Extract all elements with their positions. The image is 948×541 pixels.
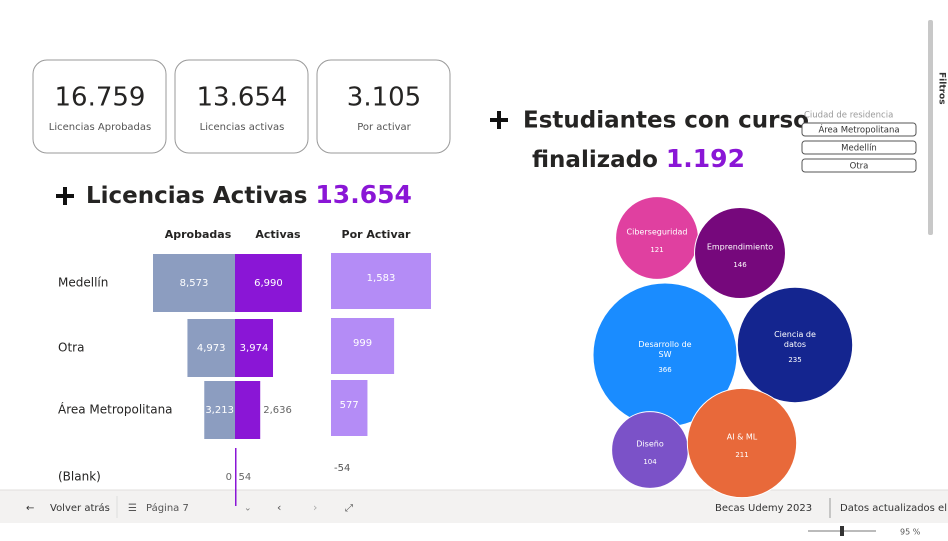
dropdown-icon[interactable]: ⌄ xyxy=(244,504,252,514)
bubble-label: AI & ML xyxy=(727,433,758,442)
report-name: Becas Udemy 2023 xyxy=(715,503,812,514)
bubble-value: 366 xyxy=(658,366,672,374)
students-line: finalizado 1.192 xyxy=(532,144,745,173)
bubble-value: 211 xyxy=(735,451,748,459)
bar xyxy=(235,381,261,439)
category-label: Otra xyxy=(58,341,84,355)
data-label: 54 xyxy=(239,472,252,483)
data-label: 8,573 xyxy=(180,278,209,289)
bubble-value: 146 xyxy=(733,261,747,269)
bubble-label-line: Desarrollo de xyxy=(638,340,691,349)
bar xyxy=(331,380,368,436)
filters-pane-label[interactable]: Filtros xyxy=(937,72,947,105)
plus-icon xyxy=(490,111,508,129)
bubble xyxy=(615,196,699,280)
data-label: 2,636 xyxy=(263,405,292,416)
slicer-option[interactable] xyxy=(801,140,917,155)
bubble-label: Diseño xyxy=(636,440,664,449)
slicer-option-label: Área Metropolitana xyxy=(818,124,899,136)
bubble-value: 121 xyxy=(650,246,663,254)
category-label: Medellín xyxy=(58,276,108,290)
legend-label: Por Activar xyxy=(342,228,412,241)
licencias-title: Licencias Activas xyxy=(86,183,307,209)
bar xyxy=(153,254,235,312)
students-title: finalizado xyxy=(532,147,658,173)
bar xyxy=(235,319,274,377)
data-label: 1,583 xyxy=(367,273,396,284)
students-title: Estudiantes con curso xyxy=(523,108,809,134)
bubble-label: Ciberseguridad xyxy=(627,228,688,237)
plus-icon xyxy=(56,187,74,205)
data-label: 4,973 xyxy=(197,343,226,354)
legend-label: Activas xyxy=(255,228,301,241)
slicer-option[interactable] xyxy=(801,158,917,173)
bubble xyxy=(686,387,798,499)
scrollbar[interactable] xyxy=(928,20,933,235)
bar xyxy=(331,318,395,374)
kpi-value: 3.105 xyxy=(347,83,421,113)
back-arrow[interactable]: ← xyxy=(26,503,34,514)
bubble-label: Emprendimiento xyxy=(707,243,773,252)
bar xyxy=(235,254,302,312)
bubble-label: Ciencia de datos xyxy=(774,330,816,349)
kpi-value: 13.654 xyxy=(197,83,288,113)
licencias-heading: Licencias Activas 13.654 xyxy=(86,180,412,209)
slicer-option-label: Medellín xyxy=(841,144,877,154)
fit-icon[interactable]: ⤢ xyxy=(345,503,353,514)
footer-bar xyxy=(0,490,948,523)
kpi-label: Licencias Aprobadas xyxy=(49,122,152,133)
data-label: 999 xyxy=(353,338,372,349)
back-button[interactable]: Volver atrás xyxy=(50,502,110,514)
slicer-option[interactable] xyxy=(801,122,917,137)
zoom-level: 95 % xyxy=(900,528,921,537)
bubble xyxy=(611,411,689,489)
page-icon: ☰ xyxy=(128,503,137,514)
bar xyxy=(187,319,235,377)
update-info: Datos actualizados el ... xyxy=(840,503,948,514)
slicer-title: Ciudad de residencia xyxy=(804,111,893,121)
bubble-label-line: datos xyxy=(784,340,806,349)
page-selector[interactable]: Página 7 xyxy=(146,502,189,514)
kpi-label: Por activar xyxy=(357,122,411,133)
bar xyxy=(235,448,237,506)
category-label: (Blank) xyxy=(58,470,101,484)
bar xyxy=(204,381,235,439)
data-label: 6,990 xyxy=(254,278,283,289)
bubble-label: Desarrollo de SW xyxy=(638,340,691,359)
data-label: 577 xyxy=(340,400,359,411)
kpi-card xyxy=(32,59,167,154)
kpi-card xyxy=(174,59,309,154)
slicer-option-label: Otra xyxy=(850,162,869,172)
students-value: 1.192 xyxy=(666,144,745,173)
category-label: Área Metropolitana xyxy=(58,402,173,417)
kpi-card xyxy=(316,59,451,154)
bubble xyxy=(694,207,786,299)
bubble xyxy=(736,286,854,404)
data-label: -54 xyxy=(334,463,350,474)
kpi-value: 16.759 xyxy=(55,83,146,113)
bubble-value: 235 xyxy=(788,356,801,364)
bubble-label-line: Ciencia de xyxy=(774,330,816,339)
data-label: 3,213 xyxy=(205,405,234,416)
zoom-thumb[interactable] xyxy=(840,526,844,536)
next-page[interactable]: › xyxy=(313,501,317,514)
licencias-value: 13.654 xyxy=(315,180,411,209)
data-label: 0 xyxy=(226,472,232,483)
legend-label: Aprobadas xyxy=(165,228,232,241)
data-label: 3,974 xyxy=(240,343,269,354)
bubble-label-line: SW xyxy=(659,350,672,359)
bar xyxy=(331,253,431,309)
prev-page[interactable]: ‹ xyxy=(277,501,281,514)
bubble-value: 104 xyxy=(643,458,657,466)
kpi-label: Licencias activas xyxy=(200,122,285,133)
